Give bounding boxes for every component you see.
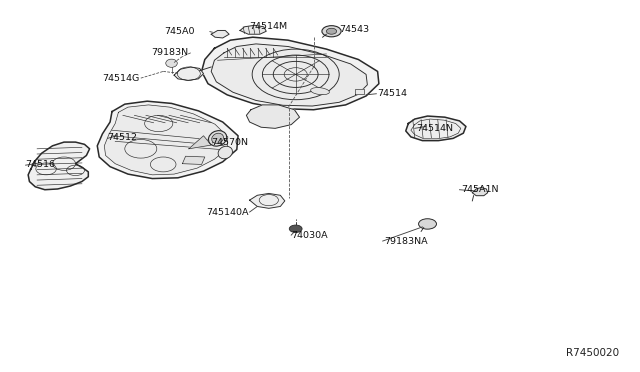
Text: 74543: 74543: [339, 25, 369, 34]
Polygon shape: [97, 101, 238, 179]
Text: 745A1N: 745A1N: [461, 185, 499, 194]
Polygon shape: [250, 193, 285, 208]
Text: 79183NA: 79183NA: [384, 237, 428, 246]
Text: 74514: 74514: [378, 89, 408, 98]
Polygon shape: [211, 44, 367, 106]
Ellipse shape: [310, 87, 330, 95]
Circle shape: [322, 26, 341, 37]
Circle shape: [289, 225, 302, 232]
Text: 74030A: 74030A: [291, 231, 328, 240]
Text: 74516: 74516: [26, 160, 56, 169]
Polygon shape: [406, 116, 466, 141]
Polygon shape: [174, 67, 204, 80]
Text: 745A0: 745A0: [164, 27, 195, 36]
Circle shape: [419, 219, 436, 229]
Ellipse shape: [209, 131, 227, 146]
Text: 74512: 74512: [108, 133, 138, 142]
Ellipse shape: [218, 146, 232, 159]
Polygon shape: [355, 89, 364, 94]
Polygon shape: [202, 37, 379, 110]
Text: R7450020: R7450020: [566, 348, 620, 358]
Polygon shape: [104, 105, 228, 175]
Text: 74514M: 74514M: [250, 22, 288, 31]
Polygon shape: [472, 187, 488, 196]
Text: 79183N: 79183N: [152, 48, 189, 57]
Polygon shape: [246, 105, 300, 128]
Text: 745140A: 745140A: [206, 208, 248, 217]
Circle shape: [326, 28, 337, 34]
Polygon shape: [189, 136, 211, 149]
Polygon shape: [211, 31, 229, 38]
Text: 74514N: 74514N: [416, 124, 453, 133]
Ellipse shape: [212, 133, 223, 144]
Polygon shape: [28, 142, 90, 190]
Polygon shape: [240, 25, 266, 34]
Polygon shape: [182, 156, 205, 164]
Text: 74570N: 74570N: [211, 138, 248, 147]
Ellipse shape: [166, 59, 177, 67]
Text: 74514G: 74514G: [102, 74, 140, 83]
